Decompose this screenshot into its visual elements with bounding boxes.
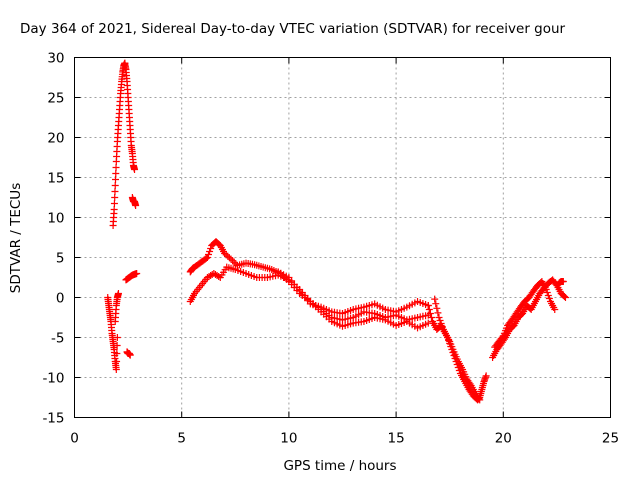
chart-title: Day 364 of 2021, Sidereal Day-to-day VTE… — [20, 21, 566, 37]
data-point — [482, 372, 490, 380]
data-point — [227, 255, 235, 263]
data-point — [466, 380, 474, 388]
data-point — [434, 309, 442, 317]
y-tick-label: -5 — [51, 331, 64, 347]
data-point — [112, 176, 120, 183]
x-axis-label: GPS time / hours — [283, 458, 396, 474]
data-point — [205, 251, 212, 258]
series-arc-small — [122, 270, 141, 284]
data-point — [436, 317, 444, 324]
data-point — [431, 295, 439, 303]
data-point — [112, 366, 120, 373]
data-point — [132, 202, 140, 209]
data-point — [113, 350, 121, 357]
data-point — [133, 270, 141, 277]
data-point — [229, 257, 237, 265]
data-point — [475, 394, 483, 402]
y-tick-label: 25 — [47, 91, 64, 107]
data-point — [206, 248, 214, 255]
data-points — [104, 59, 569, 404]
x-tick-label: 10 — [280, 431, 297, 447]
axis-ticks: -15 -10 -5 0 5 10 15 20 25 30 0 5 10 15 20 25 — [42, 51, 619, 447]
data-point — [131, 166, 139, 173]
series-arc-low — [123, 348, 134, 359]
series-arc-main-3 — [274, 268, 432, 317]
data-point — [424, 302, 432, 309]
data-point — [203, 254, 211, 261]
data-point — [126, 351, 134, 359]
data-point — [544, 292, 552, 299]
data-point — [543, 289, 551, 296]
y-tick-label: 20 — [47, 131, 64, 147]
data-point — [542, 286, 550, 293]
data-point — [435, 314, 443, 321]
y-tick-label: 10 — [47, 211, 64, 227]
y-axis-label: SDTVAR / TECUs — [8, 183, 24, 293]
x-tick-label: 25 — [602, 431, 619, 447]
series-arc-jump — [128, 194, 140, 209]
x-tick-label: 5 — [177, 431, 186, 447]
data-point — [202, 254, 210, 262]
series-arc-main-1 — [186, 238, 432, 324]
data-point — [230, 258, 238, 266]
data-point — [114, 290, 122, 297]
y-tick-label: 15 — [47, 171, 64, 187]
data-point — [433, 304, 441, 312]
y-tick-label: 30 — [47, 51, 64, 67]
data-point — [498, 333, 506, 341]
data-point — [425, 306, 433, 313]
data-point — [545, 295, 553, 302]
data-point — [113, 358, 121, 365]
series-arc-neg2 — [111, 290, 122, 325]
gridlines — [74, 57, 611, 418]
data-point — [559, 278, 567, 285]
data-point — [561, 294, 569, 301]
data-point — [215, 273, 223, 280]
data-point — [112, 170, 120, 177]
data-point — [110, 200, 118, 207]
x-tick-label: 0 — [70, 431, 79, 447]
data-point — [225, 254, 233, 262]
data-point — [111, 182, 119, 189]
x-tick-label: 20 — [495, 431, 512, 447]
data-point — [426, 310, 434, 317]
y-tick-label: -15 — [42, 411, 64, 427]
y-tick-label: 5 — [56, 251, 65, 267]
data-point — [551, 306, 559, 313]
data-point — [113, 342, 121, 349]
series-arc-neg — [104, 294, 121, 373]
data-point — [113, 334, 121, 341]
data-point — [111, 188, 119, 195]
y-tick-label: 0 — [56, 291, 65, 307]
data-point — [111, 194, 119, 201]
x-tick-label: 15 — [388, 431, 405, 447]
data-point — [110, 206, 118, 213]
data-point — [476, 396, 484, 404]
data-point — [207, 245, 215, 252]
series-arc-dip — [431, 295, 490, 404]
series-arc-end — [555, 278, 567, 287]
data-point — [432, 300, 440, 308]
data-point — [427, 314, 435, 321]
data-point — [112, 164, 120, 171]
series-arc-dip-2 — [424, 302, 484, 404]
y-tick-label: -10 — [42, 371, 64, 387]
series-arc-rise-late-2 — [491, 278, 559, 351]
plot-frame — [74, 57, 611, 418]
series-arc-fall — [121, 60, 139, 173]
data-point — [560, 293, 568, 300]
series-arc-rise-late — [489, 276, 569, 361]
